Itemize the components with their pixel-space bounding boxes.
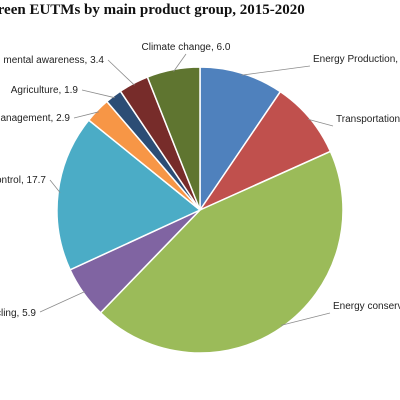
slice-label-transportation: Transportation, [336, 114, 400, 125]
leader-line-agriculture [81, 89, 115, 99]
chart-title: Green EUTMs by main product group, 2015-… [0, 2, 305, 18]
slice-label-energy-conservation: Energy conserv [333, 301, 400, 312]
leader-lines [39, 53, 334, 326]
leader-line-energy-production [241, 65, 311, 76]
slice-label-energy-production: Energy Production, [313, 54, 398, 65]
pie-slices [56, 66, 344, 354]
pie-slice-pollution-control [56, 119, 202, 271]
leader-line-water-management [73, 111, 99, 119]
leader-line-environmental-awareness [107, 59, 135, 86]
leader-line-climate-change [173, 53, 187, 72]
leader-line-pollution-control [49, 179, 61, 193]
leader-line-energy-conservation [280, 312, 331, 326]
leader-line-waste-management-recycling [39, 291, 86, 313]
slice-label-environmental-awareness: mental awareness, 3.4 [3, 55, 104, 66]
slice-label-agriculture: Agriculture, 1.9 [11, 85, 79, 96]
leader-line-transportation [307, 118, 334, 127]
slice-label-water-management: anagement, 2.9 [1, 113, 71, 124]
pie-slice-climate-change [146, 66, 201, 211]
slice-labels: Energy Production, Transportation, Energy … [0, 42, 400, 319]
pie-slice-energy-production [199, 66, 282, 213]
slice-label-pollution-control: ontrol, 17.7 [0, 175, 46, 186]
slice-label-waste-management-recycling: /recycling, 5.9 [0, 308, 36, 319]
slice-label-climate-change: Climate change, 6.0 [142, 42, 231, 53]
pie-slice-energy-conservation [99, 150, 344, 354]
